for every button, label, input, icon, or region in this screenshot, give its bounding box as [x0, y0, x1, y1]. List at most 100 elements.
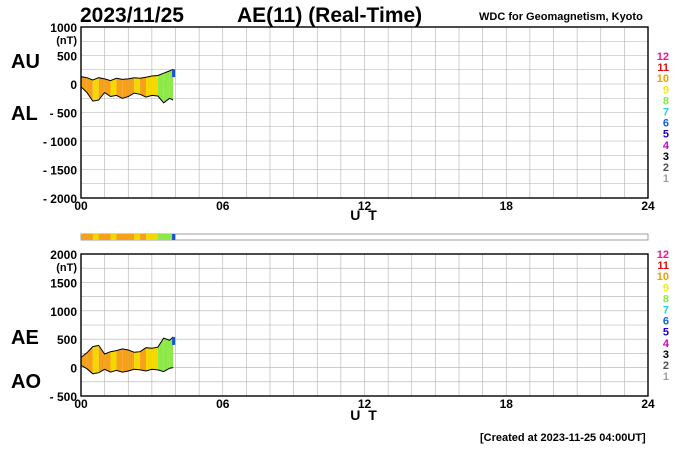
y-tick-label: - 1500 — [43, 164, 77, 178]
data-band — [157, 338, 164, 372]
data-band — [151, 75, 158, 96]
strip-segment — [163, 234, 170, 240]
y-tick-label: 500 — [57, 333, 77, 347]
y-tick-label: 1000 — [50, 21, 77, 35]
chart-date: 2023/11/25 — [80, 4, 184, 27]
x-tick-label: 06 — [216, 397, 230, 411]
y-tick-label: 2000 — [50, 248, 77, 262]
data-band — [92, 345, 99, 374]
strip-segment — [145, 234, 153, 240]
au-label: AU — [11, 51, 40, 73]
data-band — [86, 346, 93, 374]
data-band — [122, 78, 129, 99]
data-band — [116, 78, 123, 99]
color-scale-label: 9 — [663, 282, 669, 294]
x-axis-title: U T — [350, 407, 379, 423]
y-tick-label: 500 — [57, 50, 77, 64]
strip-segment — [122, 234, 129, 240]
plot-frame — [80, 253, 649, 397]
data-band — [128, 77, 135, 97]
data-band — [110, 350, 117, 373]
data-end-marker — [172, 69, 176, 78]
x-tick-label: 06 — [216, 199, 230, 213]
au-al-panel: 1000 500 0 - 500 - 1000 - 1500 - 2000 (nT) 00 06 1… — [43, 21, 670, 223]
y-tick-label: 1500 — [50, 276, 77, 290]
series-line-upper — [80, 68, 174, 82]
color-scale-label: 3 — [663, 151, 669, 163]
color-scale-label: 2 — [663, 360, 669, 372]
strip-segment — [92, 234, 100, 240]
strip-segment — [86, 234, 94, 240]
color-scale-label: 5 — [663, 327, 669, 339]
data-band — [122, 348, 129, 373]
ao-label: AO — [11, 371, 41, 393]
strip-segment — [134, 234, 141, 240]
color-scale-label: 3 — [663, 349, 669, 361]
strip-segment — [110, 234, 117, 240]
data-band — [145, 76, 152, 98]
data-band — [140, 77, 146, 98]
color-scale-label: 4 — [663, 338, 670, 350]
data-band — [163, 70, 170, 103]
data-source: WDC for Geomagnetism, Kyoto — [479, 11, 643, 23]
ae-label: AE — [11, 327, 39, 349]
color-scale-label: 8 — [663, 293, 669, 305]
data-band — [157, 73, 164, 103]
y-axis-unit: (nT) — [56, 35, 77, 47]
color-scale-label: 2 — [663, 162, 669, 174]
data-band — [163, 338, 170, 372]
hour-color-strip — [80, 233, 649, 241]
data-band — [81, 76, 87, 93]
series-line-lower — [80, 86, 174, 104]
data-band — [86, 77, 93, 102]
strip-segment — [104, 234, 111, 240]
x-tick-label: 24 — [641, 397, 655, 411]
color-scale-label: 11 — [657, 260, 669, 272]
series-line-lower — [80, 364, 174, 375]
data-band — [128, 349, 135, 372]
data-band — [140, 347, 146, 372]
x-tick-label: 12 — [358, 199, 372, 213]
data-band — [151, 347, 158, 370]
data-band — [104, 78, 111, 97]
strip-segment — [151, 234, 159, 240]
strip-segment — [98, 234, 105, 240]
strip-end-marker — [172, 234, 176, 240]
data-band — [104, 351, 111, 373]
x-tick-label: 18 — [500, 199, 514, 213]
y-tick-label: 0 — [70, 78, 77, 92]
strip-segment — [116, 234, 123, 240]
color-scale-label: 8 — [663, 95, 669, 107]
y-tick-label: - 2000 — [43, 192, 77, 206]
plot-frame — [80, 26, 649, 199]
color-scale-label: 12 — [657, 51, 669, 63]
data-band — [92, 77, 99, 102]
color-scale-label: 6 — [663, 118, 669, 130]
color-scale-label: 11 — [657, 62, 669, 74]
x-tick-label: 12 — [358, 397, 372, 411]
x-tick-label: 24 — [641, 199, 655, 213]
color-scale-label: 7 — [663, 107, 669, 119]
strip-segment — [140, 234, 147, 240]
y-tick-label: - 500 — [50, 390, 78, 404]
y-axis-unit: (nT) — [56, 262, 77, 274]
data-band — [110, 78, 117, 97]
x-axis-title: U T — [350, 207, 379, 223]
color-scale-label: 4 — [663, 140, 670, 152]
color-scale-label: 10 — [657, 271, 669, 283]
color-scale-label: 10 — [657, 73, 669, 85]
color-scale-label: 7 — [663, 305, 669, 317]
color-scale-label: 6 — [663, 316, 669, 328]
strip-segment — [157, 234, 164, 240]
data-band — [134, 351, 141, 370]
created-timestamp: [Created at 2023-11-25 04:00UT] — [480, 432, 646, 444]
data-end-marker — [172, 336, 176, 345]
color-scale-label: 1 — [663, 173, 669, 185]
y-tick-label: - 1000 — [43, 135, 77, 149]
data-band — [134, 77, 141, 95]
y-tick-label: 1000 — [50, 305, 77, 319]
y-tick-label: 0 — [70, 362, 77, 376]
x-tick-label: 00 — [74, 397, 88, 411]
